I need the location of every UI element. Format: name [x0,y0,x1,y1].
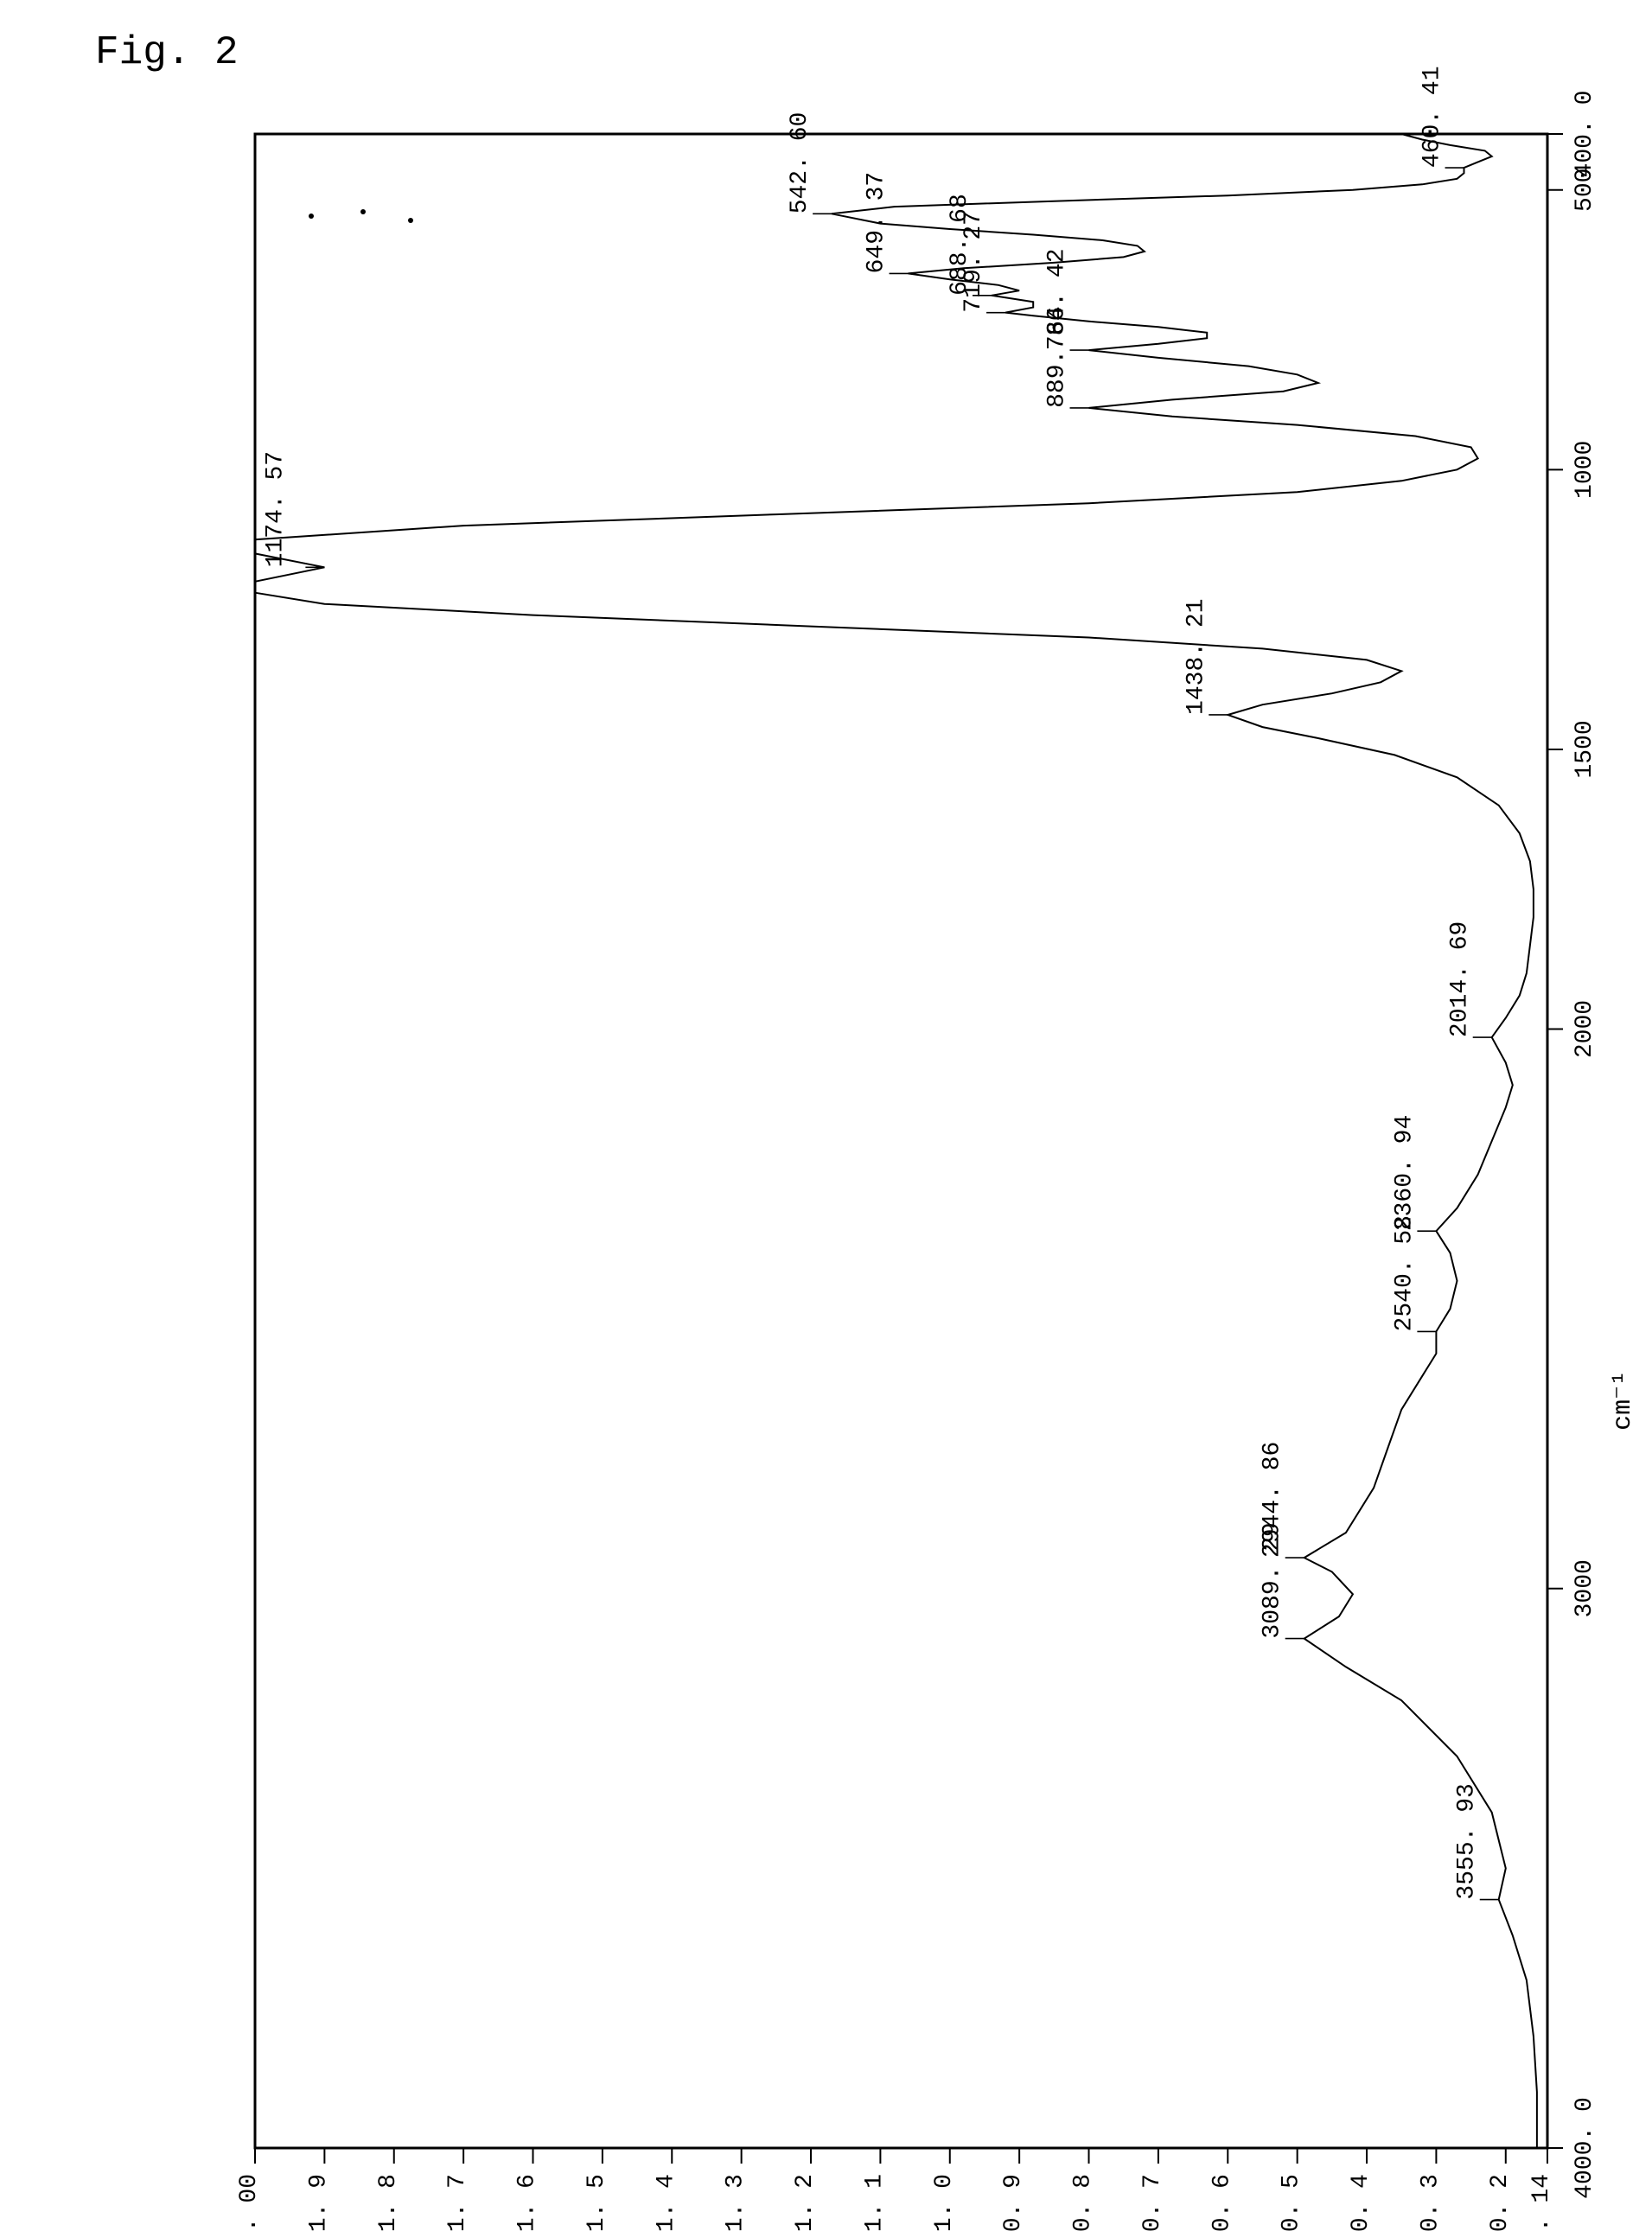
x-tick-label: 1500 [1572,720,1598,778]
y-tick-label: 1. 8 [375,2174,402,2231]
y-tick-label: 1. 5 [584,2174,610,2231]
y-tick-label: 1. 1 [861,2174,888,2231]
artifact-dot [309,214,314,219]
peak-label: 649. 37 [864,172,890,274]
y-tick-label: 0. 2 [1487,2174,1514,2231]
page-wrap: Fig. 2 2. 001. 91. 81. 71. 61. 51. 41. 3… [0,0,1652,2231]
x-tick-label: 2000 [1572,1000,1598,1058]
y-tick-label: 1. 7 [444,2174,471,2231]
y-tick-label: 1. 9 [305,2174,332,2231]
x-tick-label: 4000. 0 [1572,2097,1598,2199]
y-tick-label: 0. 9 [1000,2174,1027,2231]
y-tick-label: 1. 2 [792,2174,819,2231]
peak-label: 460. 41 [1419,66,1446,168]
y-tick-label: 1. 3 [723,2174,749,2231]
y-tick-label: 1. 4 [653,2174,679,2231]
y-tick-label: 0. 7 [1139,2174,1166,2231]
x-axis-label: cm⁻¹ [1609,1370,1638,1431]
peak-label: 786. 42 [1044,248,1071,350]
peak-label: 2360. 94 [1391,1115,1418,1231]
y-tick-label: 1. 0 [931,2174,958,2231]
x-tick-label: 400. 0 [1572,91,1598,178]
spectrum-chart: 2. 00 1. 9 1. 8 1. 7 1. 6 1. 5 1. 4 1. 3 1. 2 1. … [0,0,1652,2231]
x-tick-label: 1000 [1572,441,1598,499]
y-tick-label: 0. 4 [1348,2174,1375,2231]
peak-label: 1438. 21 [1183,599,1209,715]
y-tick-label: 0. 6 [1209,2174,1235,2231]
y-tick-label: 0. 5 [1279,2174,1305,2231]
peak-label: 2944. 86 [1260,1442,1286,1558]
peak-label: 3555. 93 [1454,1783,1481,1899]
peak-label: 1174. 57 [262,451,289,567]
spectrum-line [255,134,1537,2148]
y-tick-label: 0. 3 [1417,2174,1444,2231]
y-tick-label: 0. 8 [1070,2174,1097,2231]
peak-label: 688. 68 [947,194,973,296]
y-tick-label: 2. 00 [236,2174,263,2231]
y-tick-label: 1. 6 [514,2174,541,2231]
peak-label: 2014. 69 [1447,921,1474,1037]
peak-label: 2540. 58 [1391,1215,1418,1331]
artifact-dot [408,218,413,223]
artifact-dot [360,209,366,214]
x-tick-label: 3000 [1572,1559,1598,1617]
peak-label: 542. 60 [787,112,813,214]
y-tick-label: 0. 14 [1528,2174,1555,2231]
